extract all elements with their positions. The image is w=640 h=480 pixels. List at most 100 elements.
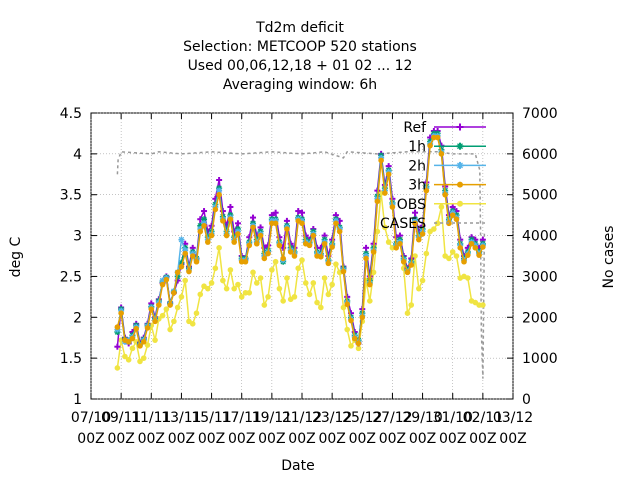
data-point	[276, 242, 283, 249]
data-point	[216, 187, 223, 194]
data-point	[265, 250, 271, 257]
data-point	[246, 242, 253, 249]
data-point	[310, 232, 317, 239]
data-point	[359, 314, 366, 321]
legend-item-obs: OBS	[397, 197, 486, 213]
data-point	[329, 244, 335, 250]
data-point	[125, 356, 132, 363]
x-tick-label: 00Z	[138, 431, 165, 447]
data-point	[133, 325, 140, 332]
data-point	[412, 253, 418, 259]
data-point	[156, 302, 162, 308]
data-point	[167, 302, 173, 308]
data-point	[449, 212, 456, 218]
data-point	[163, 276, 170, 283]
legend-label: Ref	[403, 120, 427, 136]
data-point	[367, 281, 373, 288]
x-tick-label: 00Z	[409, 431, 436, 447]
x-tick-label: 31/10	[433, 410, 473, 426]
x-tick-label: 02/11	[463, 410, 503, 426]
data-point	[216, 191, 222, 198]
y2-tick-label: 6000	[522, 147, 558, 163]
data-point	[159, 281, 166, 288]
data-point	[431, 226, 437, 232]
y2-tick-label: 7000	[522, 106, 558, 122]
series-ref	[114, 127, 486, 350]
data-point	[140, 339, 147, 345]
data-point	[291, 294, 298, 300]
data-point	[299, 209, 305, 216]
data-point	[189, 321, 196, 327]
data-point	[193, 258, 200, 265]
data-point	[453, 216, 460, 223]
y-tick-label: 4	[73, 147, 82, 163]
data-point	[340, 268, 347, 275]
data-point	[178, 263, 185, 270]
y-tick-label: 1.5	[60, 351, 82, 367]
x-tick-label: 00Z	[499, 431, 526, 447]
data-point	[408, 262, 415, 268]
x-tick-label: 23/12	[312, 410, 352, 426]
data-point	[227, 216, 234, 223]
data-point	[408, 302, 415, 308]
data-point	[333, 261, 339, 267]
data-point	[208, 280, 215, 286]
data-point	[306, 242, 313, 249]
y2-tick-label: 3000	[522, 269, 558, 285]
x-tick-label: 00Z	[318, 431, 345, 447]
data-point	[220, 218, 226, 224]
data-point	[295, 265, 302, 272]
data-point	[329, 281, 335, 288]
data-point	[182, 250, 188, 257]
data-point	[220, 277, 226, 284]
data-point	[205, 239, 211, 245]
data-point	[393, 245, 399, 251]
data-series	[114, 127, 486, 371]
data-point	[212, 206, 219, 213]
data-point	[321, 275, 328, 281]
series-1h	[114, 130, 486, 348]
data-point	[178, 236, 185, 243]
data-point	[216, 177, 223, 184]
y2-tick-label: 5000	[522, 188, 558, 204]
data-point	[299, 257, 305, 263]
title-line-3: Used 00,06,12,18 + 01 02 ... 12	[188, 58, 413, 74]
data-point	[231, 285, 237, 292]
data-point	[250, 269, 256, 276]
data-point	[242, 258, 249, 265]
data-point	[302, 280, 309, 286]
y2-axis: 0 1000 2000 3000 4000 5000 6000 7000	[507, 106, 558, 408]
data-point	[427, 142, 433, 149]
x-tick-label: 00Z	[168, 431, 195, 447]
data-point	[253, 240, 260, 247]
data-point	[340, 304, 347, 311]
data-point	[186, 268, 192, 275]
data-point	[423, 250, 430, 257]
series-3h	[114, 134, 486, 349]
data-point	[257, 275, 264, 281]
data-point	[318, 254, 324, 260]
data-point	[291, 253, 298, 259]
x-tick-label: 00Z	[198, 431, 225, 447]
data-point	[227, 267, 234, 273]
data-point	[129, 335, 136, 342]
data-point	[250, 214, 257, 221]
y-axis-label: deg C	[8, 236, 24, 277]
data-point	[140, 355, 147, 361]
data-point	[348, 317, 354, 324]
data-point	[234, 220, 241, 227]
data-point	[438, 204, 445, 210]
data-point	[453, 253, 460, 259]
chart-title: Td2m deficit Selection: METCOOP 520 stat…	[183, 20, 417, 93]
x-tick-label: 19/11	[252, 410, 292, 426]
data-point	[412, 209, 419, 216]
data-point	[325, 291, 332, 298]
data-point	[284, 275, 290, 281]
data-point	[374, 198, 381, 205]
data-point	[412, 220, 418, 227]
data-point	[265, 294, 271, 300]
data-point	[438, 151, 445, 157]
data-point	[419, 231, 426, 237]
data-point	[174, 269, 181, 276]
data-point	[163, 306, 170, 312]
